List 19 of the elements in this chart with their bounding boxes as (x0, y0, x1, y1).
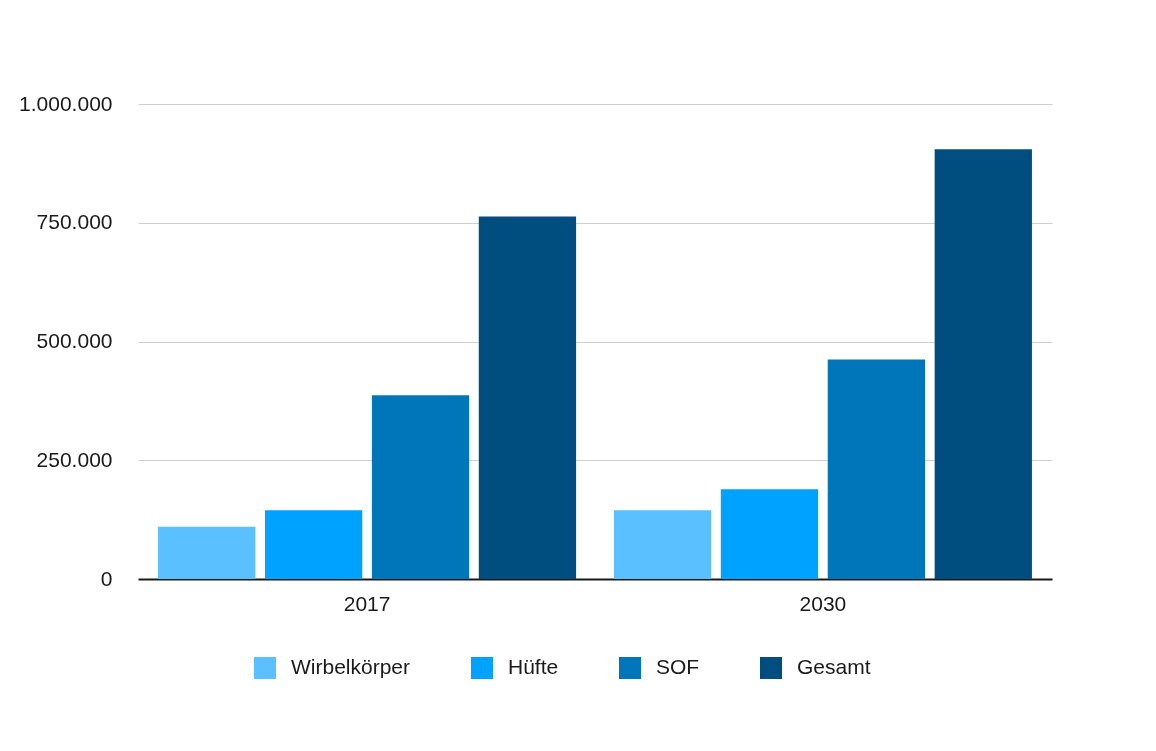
bar (720, 489, 819, 579)
legend-label: SOF (656, 655, 700, 678)
bar (158, 526, 256, 579)
bar (613, 510, 712, 579)
y-tick-label: 1.000.000 (19, 91, 113, 115)
legend-label: Hüfte (508, 655, 559, 678)
y-tick-label: 750.000 (36, 210, 113, 234)
y-tick-label: 500.000 (36, 329, 113, 352)
x-tick-label: 2030 (799, 591, 847, 615)
bar (827, 359, 926, 579)
legend-label: Wirbelkörper (291, 655, 411, 678)
bar (264, 510, 363, 579)
bar (934, 149, 1032, 579)
bar (478, 216, 577, 579)
bar (371, 395, 470, 579)
legend-label: Gesamt (797, 655, 871, 678)
x-tick-label: 2017 (343, 591, 391, 615)
y-tick-label: 0 (100, 566, 113, 590)
y-tick-label: 250.000 (36, 447, 113, 471)
